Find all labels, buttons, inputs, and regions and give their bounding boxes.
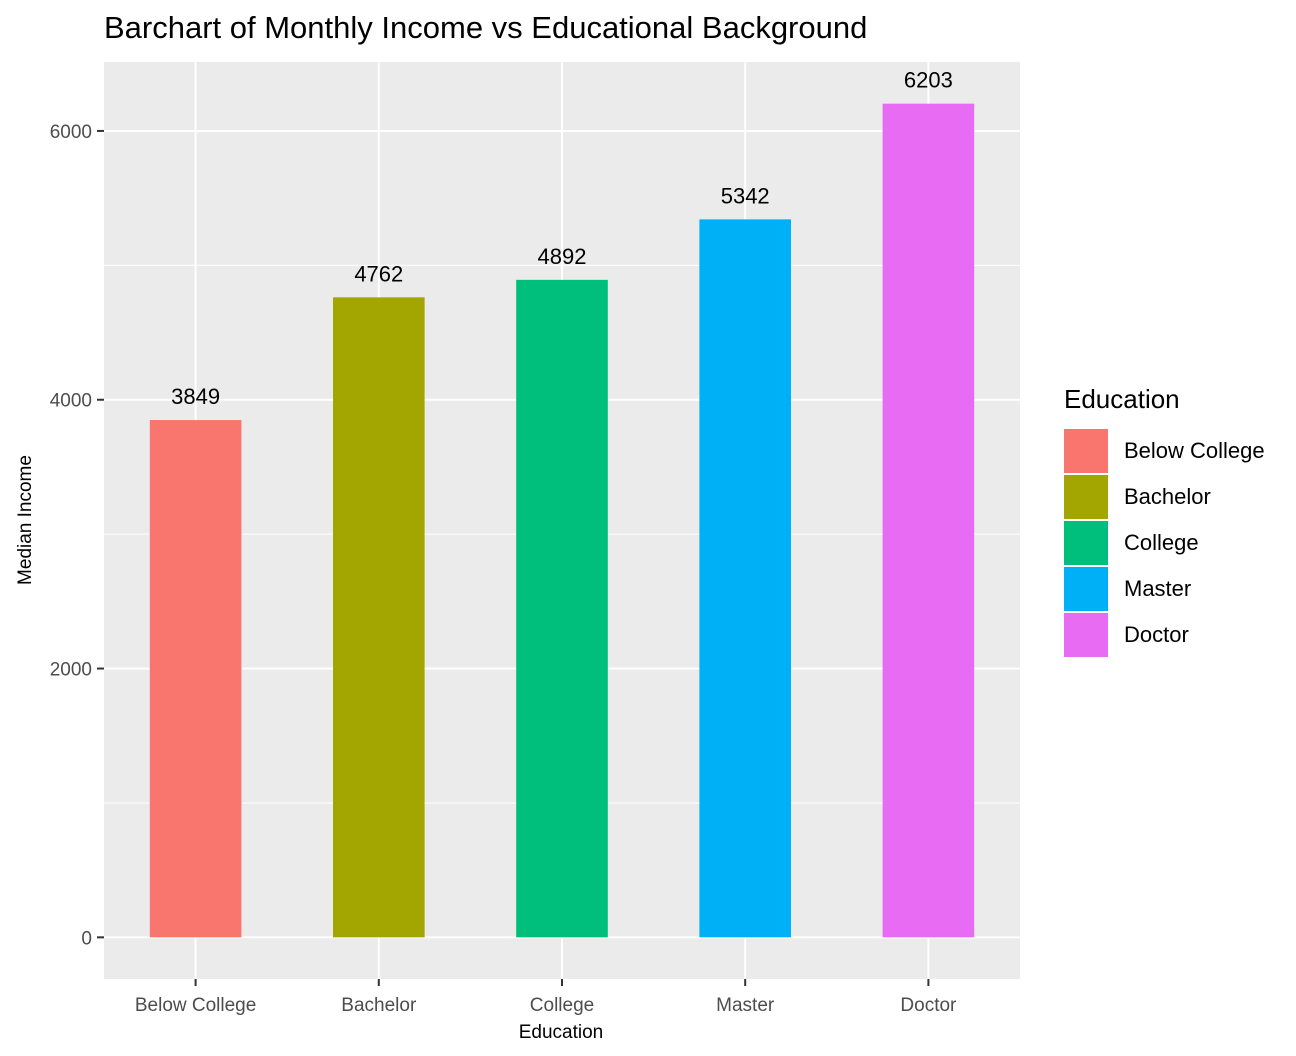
y-tick-label: 6000 — [50, 122, 92, 143]
x-tick-label: Doctor — [900, 995, 957, 1016]
x-tick-label: Bachelor — [341, 995, 417, 1016]
legend-key — [1064, 475, 1108, 519]
data-label: 4892 — [538, 244, 587, 269]
y-axis-label: Median Income — [15, 455, 36, 585]
legend-key — [1064, 429, 1108, 473]
data-labels: 3849 4762 4892 5342 6203 — [171, 68, 953, 409]
bar — [516, 279, 608, 938]
legend-label: Bachelor — [1124, 484, 1211, 509]
y-tick-label: 4000 — [50, 391, 92, 412]
bars — [149, 103, 975, 938]
data-label: 5342 — [721, 183, 770, 208]
x-tick-label: College — [530, 995, 594, 1016]
x-tick-label: Below College — [135, 995, 256, 1016]
bar — [149, 420, 242, 938]
legend-label: Below College — [1124, 438, 1265, 463]
data-label: 6203 — [904, 68, 953, 93]
y-tick-label: 2000 — [50, 660, 92, 681]
legend-key — [1064, 521, 1108, 565]
legend-label: Master — [1124, 576, 1192, 601]
legend-label: College — [1124, 530, 1199, 555]
legend-key — [1064, 567, 1108, 611]
bar — [699, 219, 791, 938]
x-axis-label: Education — [519, 1022, 604, 1043]
legend-key — [1064, 613, 1108, 657]
bar — [333, 297, 425, 938]
legend-label: Doctor — [1124, 622, 1189, 647]
y-axis: 0 2000 4000 6000 — [50, 122, 104, 949]
data-label: 4762 — [354, 261, 403, 286]
bar — [882, 103, 975, 938]
x-axis: Below College Bachelor College Master Doctor — [135, 979, 957, 1016]
legend-title: Education — [1064, 384, 1180, 414]
chart-title: Barchart of Monthly Income vs Educationa… — [104, 10, 868, 45]
data-label: 3849 — [171, 384, 220, 409]
x-tick-label: Master — [716, 995, 775, 1016]
y-tick-label: 0 — [81, 928, 92, 949]
